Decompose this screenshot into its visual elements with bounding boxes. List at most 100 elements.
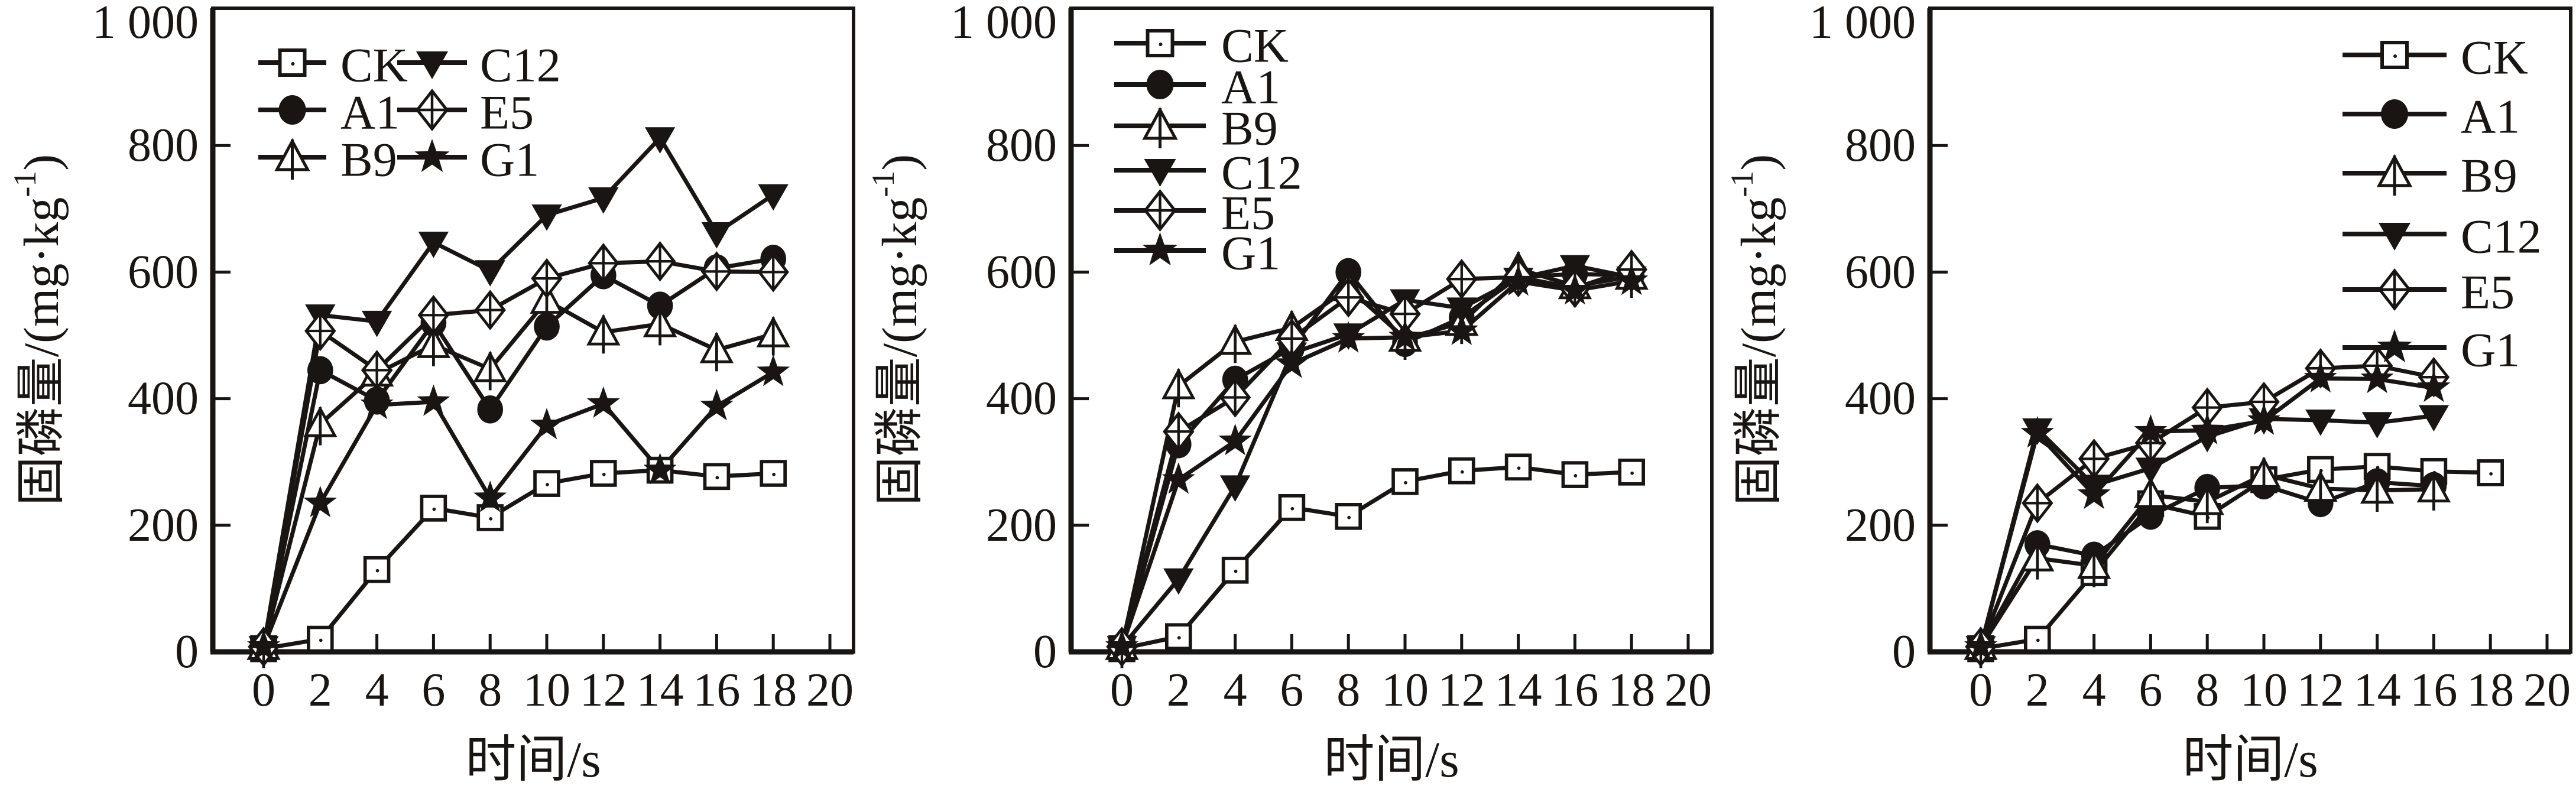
legend-label: CK <box>340 38 408 92</box>
series-lines <box>1120 264 1633 651</box>
open-square-marker-icon <box>363 556 391 583</box>
filled-star-marker-icon <box>700 389 734 421</box>
x-axis: 0 2 4 6 8 10 12 14 16 18 20 时间/s <box>1110 634 1712 786</box>
filled-star-marker-icon <box>1275 346 1309 378</box>
y-tick-label: 0 <box>175 626 199 678</box>
filled-star-marker-icon <box>530 408 564 440</box>
filled-star-marker-icon <box>586 386 620 418</box>
filled-star-marker-icon <box>1162 462 1195 494</box>
open-square-marker-icon <box>1335 503 1362 530</box>
filled-triangle-down-marker-icon <box>644 127 676 154</box>
filled-star-marker-icon <box>2191 413 2224 444</box>
filled-star-marker-icon <box>1218 423 1252 456</box>
filled-star-marker-icon <box>2304 360 2337 393</box>
filled-star-marker-icon <box>1964 629 1998 661</box>
x-tick-label: 18 <box>2467 664 2514 716</box>
series-line-G1 <box>1120 278 1632 648</box>
legend-item-G1: G1 <box>2343 323 2520 377</box>
x-tick-label: 0 <box>1969 664 1993 716</box>
filled-star-marker-icon <box>414 139 450 173</box>
x-tick-label: 14 <box>1495 664 1542 716</box>
legend-label: E5 <box>2461 265 2515 319</box>
legend-item-B9: B9 <box>1114 102 1278 155</box>
y-tick-label: 400 <box>986 373 1057 425</box>
legend-label: CK <box>1221 19 1289 73</box>
y-tick-label: 1 000 <box>1809 0 1916 48</box>
open-triangle-up-plus-marker-icon <box>756 316 790 356</box>
filled-star-marker-icon <box>1615 263 1649 295</box>
legend-label: E5 <box>480 86 534 139</box>
y-tick-label: 600 <box>1845 246 1916 298</box>
open-square-marker-icon <box>703 463 731 491</box>
legend-item-C12: C12 <box>1114 146 1302 200</box>
series-markers-C12 <box>1965 405 2450 663</box>
open-triangle-up-plus-marker-icon <box>2190 483 2224 524</box>
x-tick-label: 16 <box>1551 664 1598 716</box>
x-tick-label: 2 <box>309 664 332 716</box>
x-tick-label: 18 <box>1608 664 1655 716</box>
open-diamond-plus-marker-icon <box>1389 293 1421 334</box>
legend-item-E5: E5 <box>397 86 534 139</box>
filled-circle-marker-icon <box>2381 99 2408 129</box>
x-tick-label: 8 <box>1336 664 1360 716</box>
open-triangle-up-plus-marker-icon <box>2133 476 2168 517</box>
filled-star-marker-icon <box>417 384 450 416</box>
filled-star-marker-icon <box>1143 232 1177 266</box>
open-square-marker-icon <box>1278 494 1306 521</box>
series-line-E5 <box>261 259 774 648</box>
open-square-marker-icon <box>1504 453 1532 481</box>
legend-label: B9 <box>2461 149 2517 203</box>
legend-label: G1 <box>2461 323 2520 377</box>
open-diamond-plus-marker-icon <box>757 252 789 293</box>
open-diamond-plus-marker-icon <box>2078 439 2110 479</box>
x-tick-label: 2 <box>2026 664 2049 716</box>
x-axis-title: 时间/s <box>2182 731 2318 786</box>
filled-star-marker-icon <box>2077 477 2111 509</box>
plot-frame <box>1068 7 1714 655</box>
legend-item-G1: G1 <box>397 133 539 187</box>
x-tick-label: 20 <box>2523 664 2571 716</box>
open-square-marker-icon <box>420 495 447 522</box>
open-diamond-plus-marker-icon <box>415 88 449 132</box>
filled-star-marker-icon <box>360 387 394 420</box>
open-triangle-up-plus-marker-icon <box>2247 456 2281 496</box>
x-tick-label: 16 <box>693 664 740 716</box>
x-tick-label: 14 <box>637 664 684 716</box>
open-diamond-plus-marker-icon <box>1446 258 1478 300</box>
open-diamond-plus-marker-icon <box>2022 483 2053 524</box>
filled-circle-marker-icon <box>534 312 560 341</box>
series-line-CK <box>1980 464 2491 651</box>
x-tick-label: 8 <box>2195 664 2219 716</box>
open-triangle-up-plus-marker-icon <box>2360 472 2395 512</box>
series-line-A1 <box>261 256 774 648</box>
filled-star-marker-icon <box>2134 414 2168 446</box>
open-square-marker-icon <box>1391 468 1419 495</box>
chart-panel-2: 0 2 4 6 8 10 12 14 16 18 20 时间/s 0 200 400 600 800 1 000 固… <box>858 0 1717 786</box>
open-square-marker-icon <box>2477 459 2504 486</box>
filled-triangle-down-marker-icon <box>361 310 392 337</box>
legend-label: A1 <box>2461 90 2520 144</box>
filled-star-marker-icon <box>1501 264 1535 296</box>
open-square-marker-icon <box>1164 623 1192 651</box>
x-axis-title: 时间/s <box>1323 731 1459 786</box>
filled-star-marker-icon <box>1332 321 1365 353</box>
y-tick-label: 200 <box>986 499 1057 551</box>
y-tick-label: 800 <box>128 119 199 171</box>
filled-triangle-down-marker-icon <box>1219 475 1251 502</box>
x-tick-label: 6 <box>2139 664 2162 716</box>
y-axis-title: 固磷量/(mg·kg-1) <box>865 154 927 506</box>
legend-item-CK: CK <box>2343 31 2528 85</box>
legend-item-CK: CK <box>1114 19 1289 73</box>
filled-triangle-down-marker-icon <box>416 51 448 79</box>
open-square-marker-icon <box>1448 457 1475 485</box>
series-line-C12 <box>1120 264 1632 648</box>
open-triangle-up-plus-marker-icon <box>1142 106 1178 148</box>
legend-item-C12: C12 <box>2343 210 2542 264</box>
open-triangle-up-plus-marker-icon <box>1162 368 1196 408</box>
open-diamond-plus-marker-icon <box>304 310 336 352</box>
series-lines <box>1978 363 2491 651</box>
series-markers-CK <box>1108 453 1645 662</box>
series-line-B9 <box>261 298 774 648</box>
